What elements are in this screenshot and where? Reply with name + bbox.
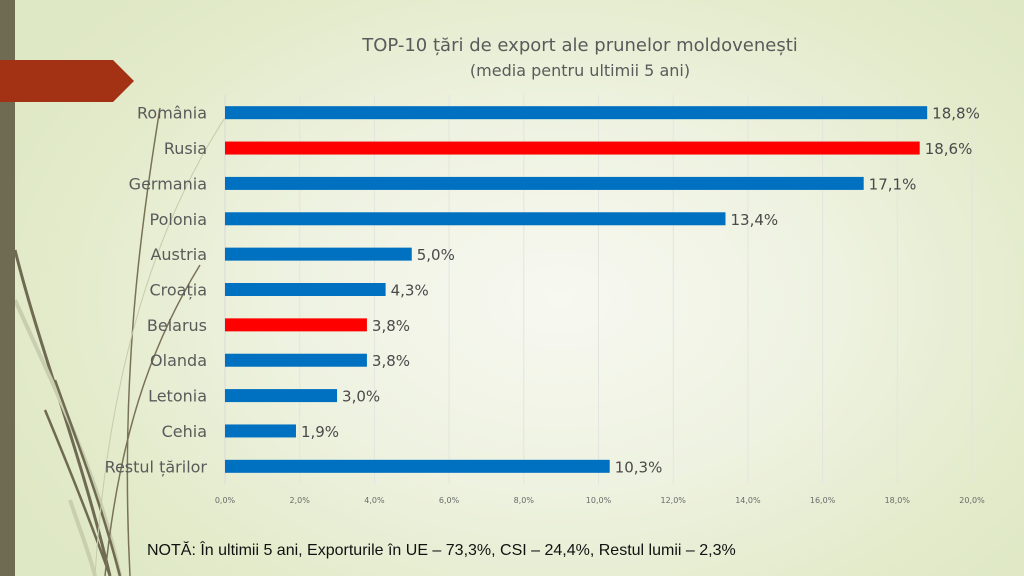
bar-1	[225, 141, 920, 155]
category-label: Polonia	[150, 210, 208, 229]
category-label: Cehia	[162, 422, 207, 441]
labels: 0,0% 2,0% 4,0% 6,0% 8,0% 10,0% 12,0% 14,0% 16,0%…	[105, 104, 986, 505]
x-tick-label: 4,0%	[364, 496, 385, 505]
value-label: 3,8%	[372, 317, 410, 335]
value-label: 18,8%	[932, 105, 980, 123]
bar-0	[225, 106, 928, 120]
bar-4	[225, 247, 412, 261]
arrow-banner	[0, 60, 134, 102]
x-tick-label: 12,0%	[660, 496, 686, 505]
value-label: 13,4%	[730, 211, 778, 229]
value-label: 5,0%	[417, 246, 455, 264]
x-tick-label: 6,0%	[439, 496, 460, 505]
chart-title: TOP-10 țări de export ale prunelor moldo…	[362, 35, 798, 56]
x-tick-label: 2,0%	[290, 496, 311, 505]
value-label: 18,6%	[925, 140, 973, 158]
x-tick-label: 8,0%	[514, 496, 535, 505]
bar-7	[225, 353, 367, 367]
value-label: 3,0%	[342, 388, 380, 406]
bar-9	[225, 424, 296, 438]
category-label: Restul țărilor	[105, 457, 208, 476]
x-tick-label: 18,0%	[885, 496, 911, 505]
value-label: 1,9%	[301, 423, 339, 441]
bar-10	[225, 459, 610, 473]
x-tick-label: 20,0%	[959, 496, 985, 505]
value-label: 4,3%	[391, 282, 429, 300]
category-label: Germania	[129, 174, 207, 193]
value-label: 10,3%	[615, 458, 663, 476]
category-label: Belarus	[147, 316, 207, 335]
x-tick-label: 0,0%	[215, 496, 236, 505]
bar-2	[225, 176, 864, 190]
value-label: 17,1%	[869, 175, 917, 193]
bar-3	[225, 212, 726, 226]
chart-subtitle: (media pentru ultimii 5 ani)	[469, 61, 691, 80]
footnote: NOTĂ: În ultimii 5 ani, Exporturile în U…	[147, 542, 736, 559]
value-label: 3,8%	[372, 352, 410, 370]
category-label: Olanda	[150, 351, 207, 370]
category-label: Austria	[150, 245, 207, 264]
x-tick-label: 16,0%	[810, 496, 836, 505]
left-accent-strip	[0, 0, 15, 576]
category-label: România	[137, 104, 207, 123]
bar-8	[225, 389, 338, 403]
bars	[225, 106, 928, 473]
x-tick-label: 14,0%	[735, 496, 761, 505]
category-label: Croația	[149, 281, 207, 300]
grid-lines	[224, 95, 973, 484]
bar-5	[225, 283, 386, 296]
category-label: Letonia	[148, 387, 207, 406]
category-label: Rusia	[164, 139, 207, 158]
bar-6	[225, 318, 367, 332]
x-tick-label: 10,0%	[586, 496, 612, 505]
